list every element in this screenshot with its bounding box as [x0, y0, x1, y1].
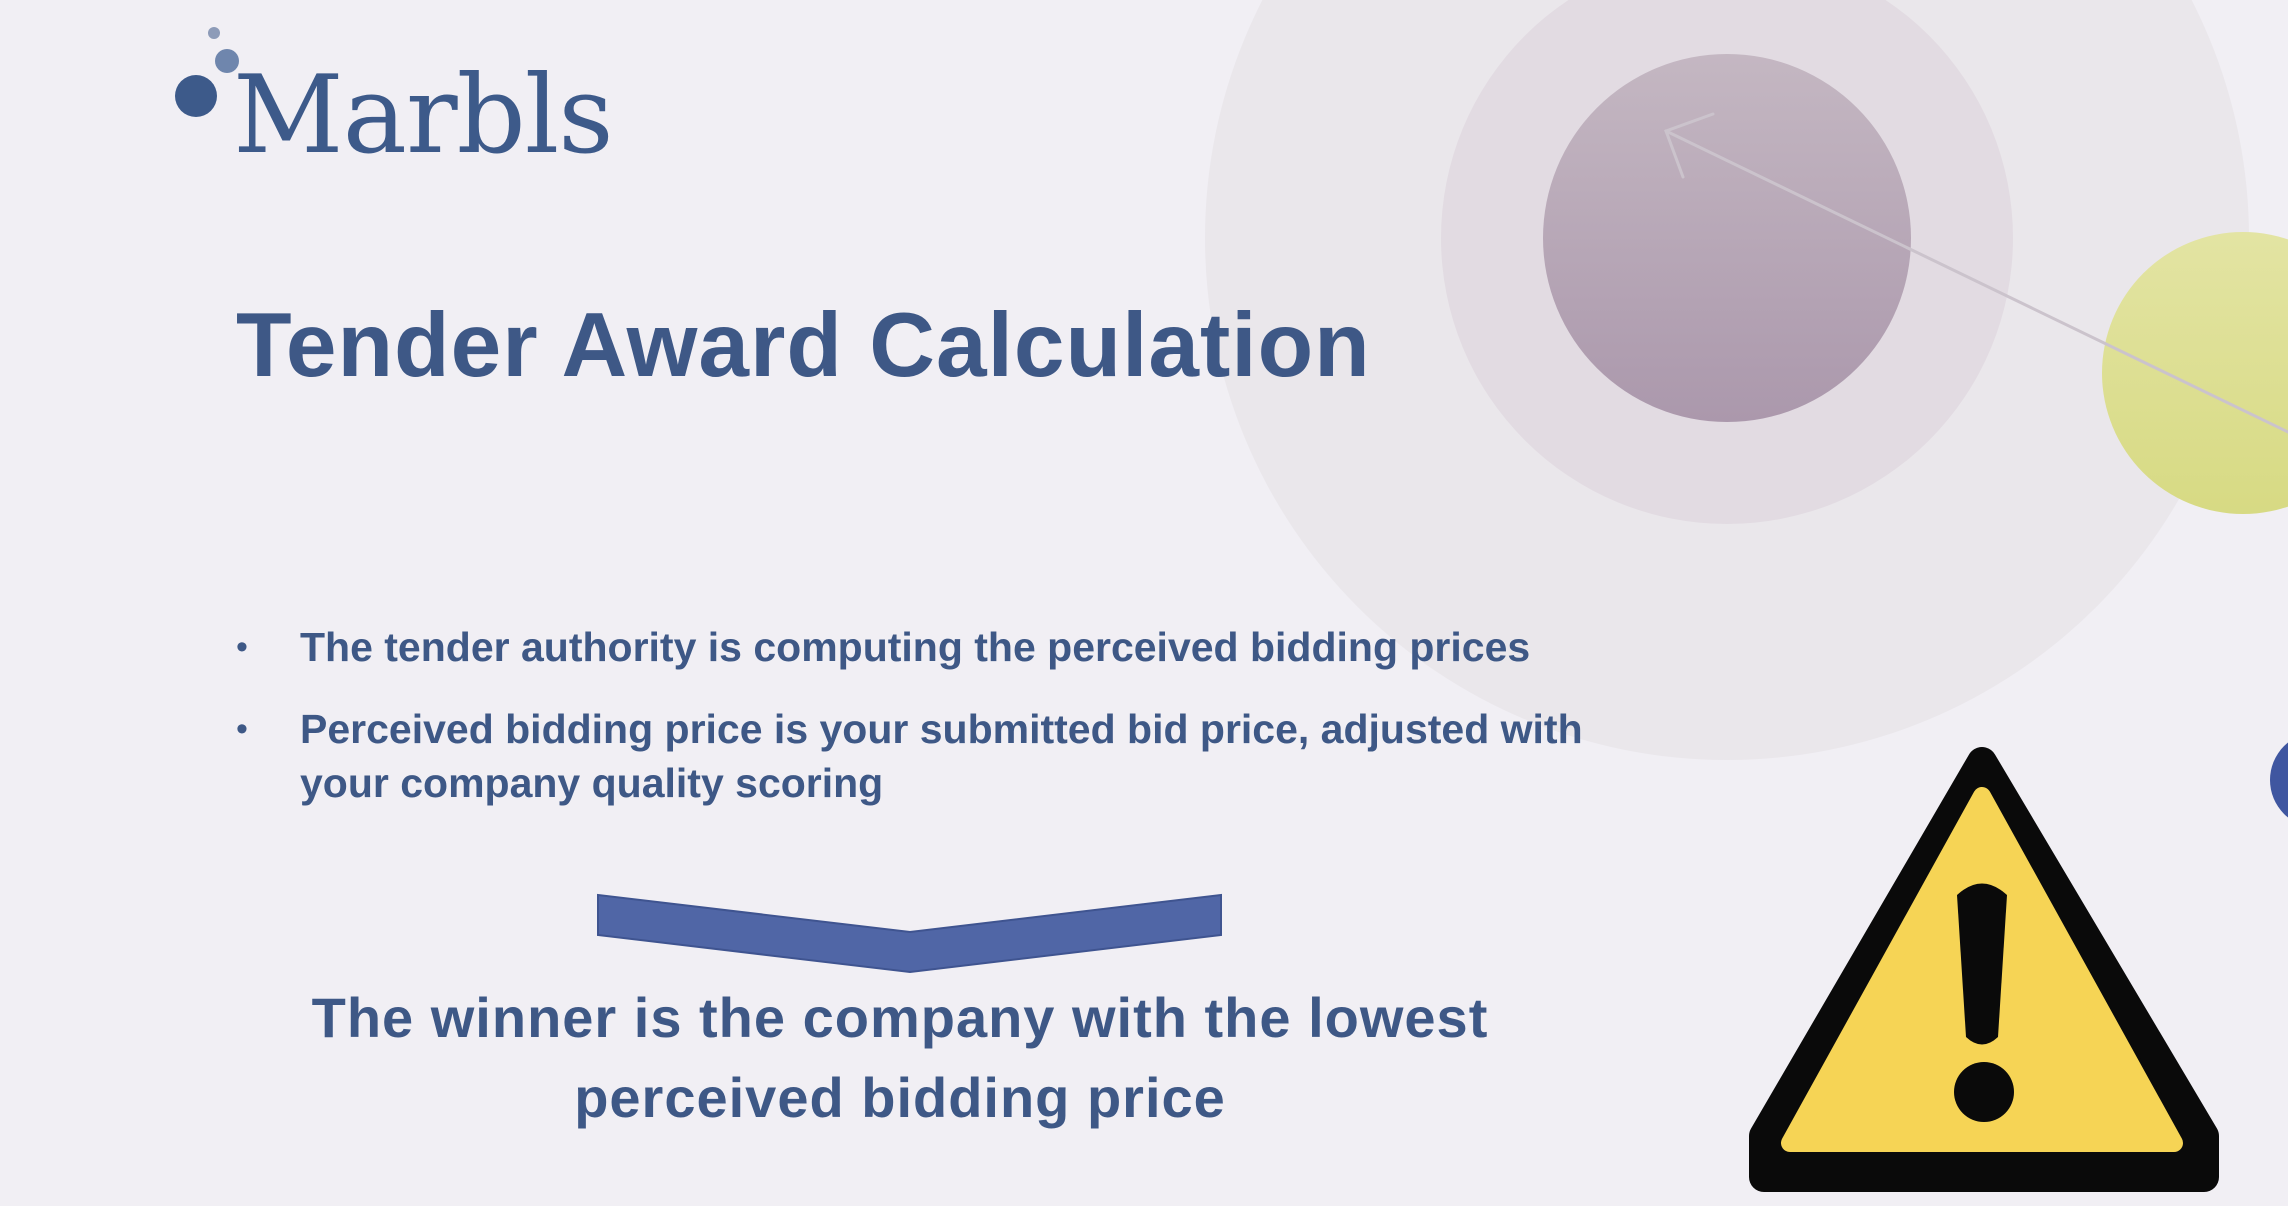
bullet-marker: •	[236, 710, 248, 748]
page-title: Tender Award Calculation	[236, 295, 1371, 396]
bullet-text: The tender authority is computing the pe…	[300, 624, 1531, 670]
chevron-down-icon	[597, 893, 1222, 974]
logo-dot-large	[175, 75, 217, 117]
arrow-line	[1664, 112, 2288, 434]
bullet-text: Perceived bidding price is your submitte…	[300, 706, 1583, 806]
conclusion-line-2: perceived bidding price	[574, 1066, 1226, 1129]
mauve-circle	[1543, 54, 1911, 422]
logo-dot-small	[208, 27, 220, 39]
warning-icon	[1749, 747, 2219, 1192]
conclusion-text: The winner is the company with the lowes…	[200, 978, 1600, 1138]
green-circle	[2102, 232, 2288, 514]
blue-circle-edge	[2270, 742, 2288, 818]
logo-dots	[175, 27, 239, 117]
logo: Marbls	[233, 53, 614, 178]
bullet-item: • The tender authority is computing the …	[236, 620, 1596, 674]
bullet-item: • Perceived bidding price is your submit…	[236, 702, 1596, 810]
conclusion-line-1: The winner is the company with the lowes…	[311, 986, 1489, 1049]
bullet-list: • The tender authority is computing the …	[236, 620, 1596, 838]
bullet-marker: •	[236, 628, 248, 666]
logo-dot-medium	[215, 49, 239, 73]
